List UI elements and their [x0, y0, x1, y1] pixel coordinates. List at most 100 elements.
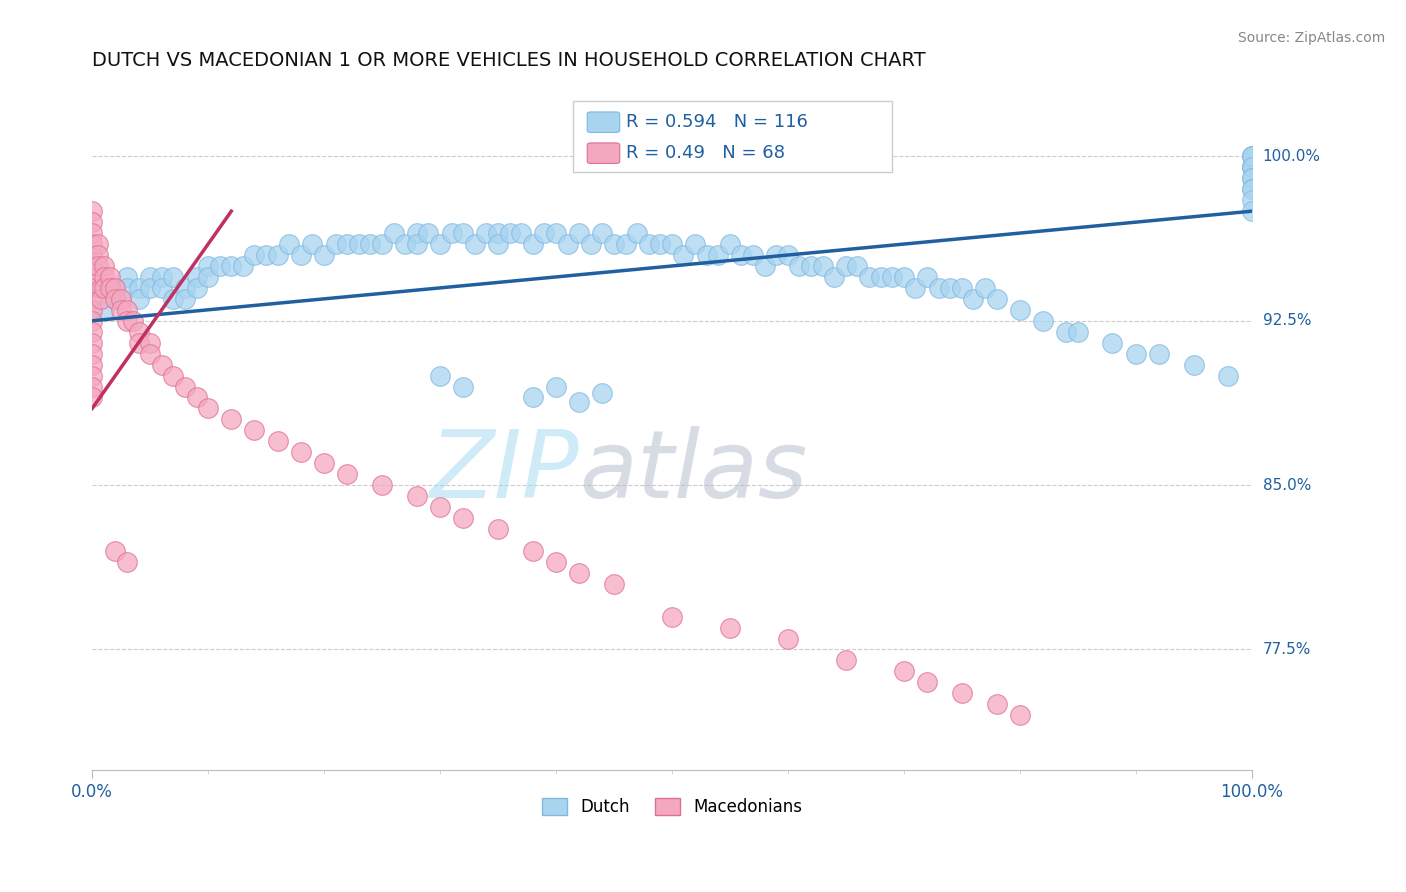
Point	[1008, 302, 1031, 317]
Text: 92.5%: 92.5%	[1263, 313, 1312, 328]
Point	[90, 292, 112, 306]
Point	[93, 269, 115, 284]
Point	[82, 358, 104, 372]
Point	[382, 226, 405, 240]
Point	[661, 237, 683, 252]
Point	[1240, 204, 1263, 219]
FancyBboxPatch shape	[588, 112, 620, 132]
Point	[1182, 358, 1205, 372]
Point	[162, 292, 184, 306]
Point	[707, 248, 730, 262]
Point	[1032, 314, 1054, 328]
Text: Source: ZipAtlas.com: Source: ZipAtlas.com	[1237, 31, 1385, 45]
Point	[139, 346, 162, 360]
Point	[115, 281, 138, 295]
Point	[650, 237, 672, 252]
Point	[522, 391, 544, 405]
Point	[243, 248, 266, 262]
Point	[174, 281, 197, 295]
Point	[475, 226, 498, 240]
Point	[928, 281, 950, 295]
Point	[776, 632, 799, 646]
Point	[110, 302, 132, 317]
Point	[186, 281, 208, 295]
Point	[90, 281, 112, 295]
Point	[730, 248, 752, 262]
Point	[1125, 346, 1147, 360]
Point	[1240, 161, 1263, 175]
Point	[683, 237, 706, 252]
Point	[718, 237, 741, 252]
Point	[104, 292, 127, 306]
Point	[789, 259, 811, 273]
Point	[1240, 149, 1263, 163]
Point	[371, 237, 394, 252]
Point	[614, 237, 637, 252]
Point	[82, 237, 104, 252]
Point	[986, 292, 1008, 306]
Point	[128, 335, 150, 350]
Point	[464, 237, 486, 252]
Point	[626, 226, 648, 240]
Point	[290, 445, 312, 459]
Point	[110, 292, 132, 306]
Point	[325, 237, 347, 252]
Point	[498, 226, 520, 240]
Point	[974, 281, 997, 295]
Text: 100.0%: 100.0%	[1263, 149, 1320, 164]
Point	[904, 281, 927, 295]
Point	[98, 281, 121, 295]
Point	[98, 269, 121, 284]
Point	[82, 325, 104, 339]
Point	[82, 391, 104, 405]
Point	[104, 281, 127, 295]
Point	[347, 237, 370, 252]
Point	[1147, 346, 1170, 360]
Point	[603, 576, 626, 591]
Point	[510, 226, 533, 240]
Point	[82, 314, 104, 328]
Point	[266, 434, 288, 449]
Text: ZIP: ZIP	[429, 425, 579, 516]
Point	[359, 237, 381, 252]
Point	[1218, 368, 1240, 383]
Point	[661, 609, 683, 624]
Point	[846, 259, 869, 273]
Point	[522, 237, 544, 252]
Point	[186, 269, 208, 284]
Point	[115, 269, 138, 284]
Point	[82, 281, 104, 295]
Point	[429, 368, 451, 383]
Point	[1240, 171, 1263, 186]
Point	[87, 237, 110, 252]
Point	[405, 226, 427, 240]
Point	[174, 292, 197, 306]
Point	[82, 302, 104, 317]
Point	[858, 269, 880, 284]
Point	[115, 555, 138, 569]
Point	[1240, 182, 1263, 196]
Point	[186, 391, 208, 405]
Point	[82, 215, 104, 229]
Text: DUTCH VS MACEDONIAN 1 OR MORE VEHICLES IN HOUSEHOLD CORRELATION CHART: DUTCH VS MACEDONIAN 1 OR MORE VEHICLES I…	[93, 51, 925, 70]
Point	[568, 226, 591, 240]
Point	[82, 368, 104, 383]
Point	[128, 325, 150, 339]
Point	[591, 386, 613, 401]
Point	[1101, 335, 1123, 350]
Legend: Dutch, Macedonians: Dutch, Macedonians	[536, 791, 808, 822]
Point	[371, 478, 394, 492]
Point	[405, 237, 427, 252]
Point	[139, 335, 162, 350]
Point	[718, 621, 741, 635]
Point	[486, 226, 509, 240]
Point	[266, 248, 288, 262]
Point	[174, 379, 197, 393]
Point	[579, 237, 602, 252]
Text: R = 0.49   N = 68: R = 0.49 N = 68	[626, 145, 785, 162]
Point	[950, 686, 973, 700]
Point	[1240, 171, 1263, 186]
Point	[336, 467, 359, 482]
Point	[82, 335, 104, 350]
Point	[197, 269, 219, 284]
